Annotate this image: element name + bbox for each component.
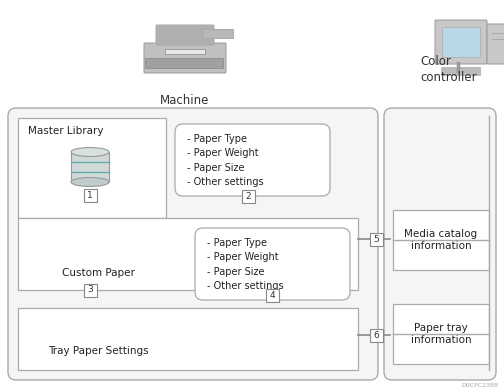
FancyBboxPatch shape bbox=[144, 43, 226, 73]
Text: Machine: Machine bbox=[160, 94, 210, 107]
Ellipse shape bbox=[71, 147, 109, 156]
Text: - Paper Type
- Paper Weight
- Paper Size
- Other settings: - Paper Type - Paper Weight - Paper Size… bbox=[187, 134, 264, 187]
Text: D0CPC2388: D0CPC2388 bbox=[461, 383, 498, 388]
Text: Master Library: Master Library bbox=[28, 126, 103, 136]
Text: 6: 6 bbox=[373, 330, 379, 339]
Bar bbox=[84, 189, 96, 201]
Bar bbox=[165, 49, 205, 54]
Bar bbox=[442, 27, 480, 57]
Bar bbox=[393, 304, 489, 364]
Text: Custom Paper: Custom Paper bbox=[61, 268, 135, 278]
Text: 1: 1 bbox=[87, 191, 93, 200]
Bar bbox=[18, 118, 166, 218]
Bar bbox=[393, 210, 489, 270]
Text: Paper tray
information: Paper tray information bbox=[411, 323, 471, 345]
Text: Color
controller: Color controller bbox=[420, 55, 477, 84]
Ellipse shape bbox=[71, 178, 109, 187]
Bar bbox=[71, 152, 109, 182]
Bar bbox=[18, 218, 358, 290]
Bar bbox=[369, 232, 383, 245]
FancyBboxPatch shape bbox=[195, 228, 350, 300]
Text: 2: 2 bbox=[245, 192, 251, 200]
Text: - Paper Type
- Paper Weight
- Paper Size
- Other settings: - Paper Type - Paper Weight - Paper Size… bbox=[207, 238, 284, 291]
FancyBboxPatch shape bbox=[175, 124, 330, 196]
Text: Tray Paper Settings: Tray Paper Settings bbox=[48, 346, 148, 356]
FancyBboxPatch shape bbox=[487, 24, 504, 64]
Bar bbox=[369, 328, 383, 341]
Bar bbox=[18, 308, 358, 370]
Bar bbox=[145, 58, 223, 68]
FancyBboxPatch shape bbox=[203, 29, 233, 38]
FancyBboxPatch shape bbox=[435, 20, 487, 64]
FancyBboxPatch shape bbox=[156, 25, 214, 45]
Text: 4: 4 bbox=[269, 290, 275, 299]
FancyBboxPatch shape bbox=[8, 108, 378, 380]
Bar bbox=[241, 189, 255, 203]
Text: Media catalog
information: Media catalog information bbox=[404, 229, 478, 251]
Bar bbox=[266, 289, 279, 301]
Bar bbox=[84, 283, 96, 296]
Text: 5: 5 bbox=[373, 234, 379, 243]
FancyBboxPatch shape bbox=[384, 108, 496, 380]
FancyBboxPatch shape bbox=[442, 67, 480, 76]
Text: 3: 3 bbox=[87, 285, 93, 294]
